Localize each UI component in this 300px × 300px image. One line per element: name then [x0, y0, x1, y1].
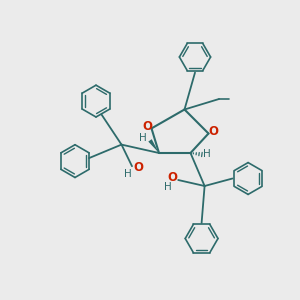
Text: O: O — [167, 171, 177, 184]
Text: O: O — [134, 161, 144, 174]
Text: H: H — [203, 149, 211, 159]
Text: H: H — [164, 182, 172, 192]
Text: H: H — [124, 169, 132, 179]
Text: O: O — [142, 119, 152, 133]
Text: H: H — [139, 133, 146, 143]
Text: O: O — [208, 124, 219, 138]
Polygon shape — [148, 139, 159, 153]
